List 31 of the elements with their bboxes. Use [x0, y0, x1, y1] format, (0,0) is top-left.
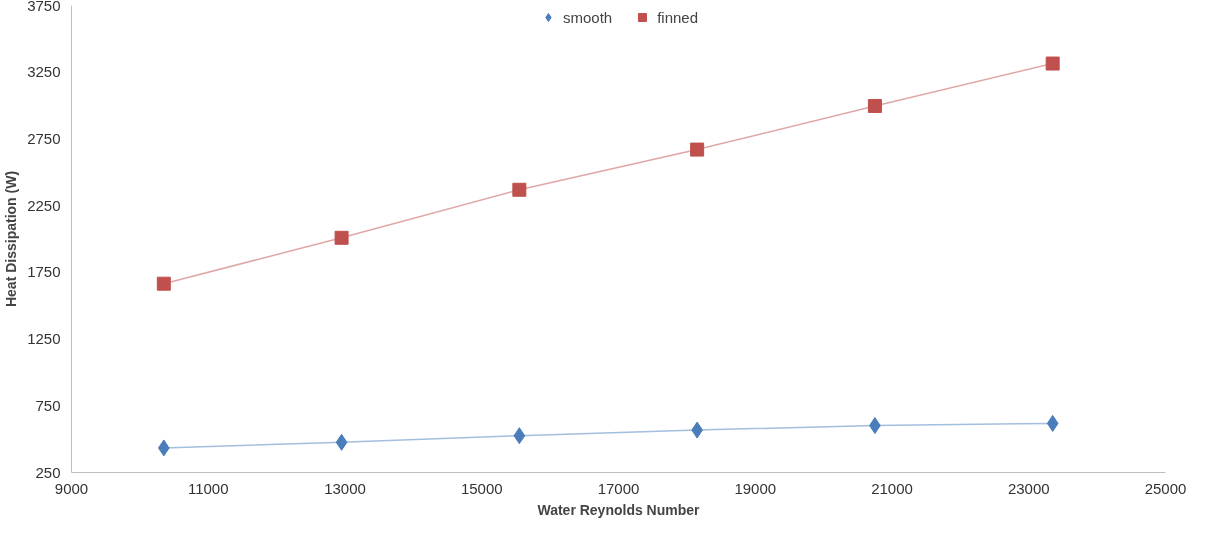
y-tick-label: 2750	[27, 129, 61, 147]
point	[335, 433, 348, 451]
x-tick-label: 21000	[871, 479, 913, 497]
y-tick-label: 3750	[27, 0, 61, 14]
legend-label: smooth	[562, 8, 613, 26]
point	[156, 276, 171, 291]
y-tick-label: 2250	[27, 196, 61, 214]
x-tick-label: 25000	[1144, 479, 1187, 497]
point	[867, 98, 882, 113]
y-tick-label: 250	[35, 463, 61, 481]
point	[1045, 56, 1060, 71]
y-axis-title: Heat Dissipation (W)	[3, 170, 20, 308]
y-tick-label: 1250	[27, 330, 61, 348]
x-tick-label: 19000	[734, 479, 777, 497]
y-tick-label: 3250	[27, 63, 61, 81]
x-tick-label: 11000	[187, 479, 229, 497]
point	[1046, 414, 1059, 432]
x-axis-title: Water Reynolds Number	[537, 501, 701, 518]
x-tick-label: 17000	[597, 479, 640, 497]
point	[513, 427, 526, 445]
y-tick-label: 750	[35, 396, 61, 414]
legend-label: finned	[657, 8, 699, 26]
point	[690, 142, 705, 157]
x-tick-label: 23000	[1007, 479, 1050, 497]
x-tick-label: 15000	[460, 479, 503, 497]
point	[334, 230, 349, 245]
point	[512, 182, 527, 197]
y-tick-label: 1750	[27, 263, 61, 281]
x-tick-label: 9000	[54, 479, 89, 497]
x-tick-label: 13000	[324, 479, 366, 497]
point	[157, 439, 170, 457]
